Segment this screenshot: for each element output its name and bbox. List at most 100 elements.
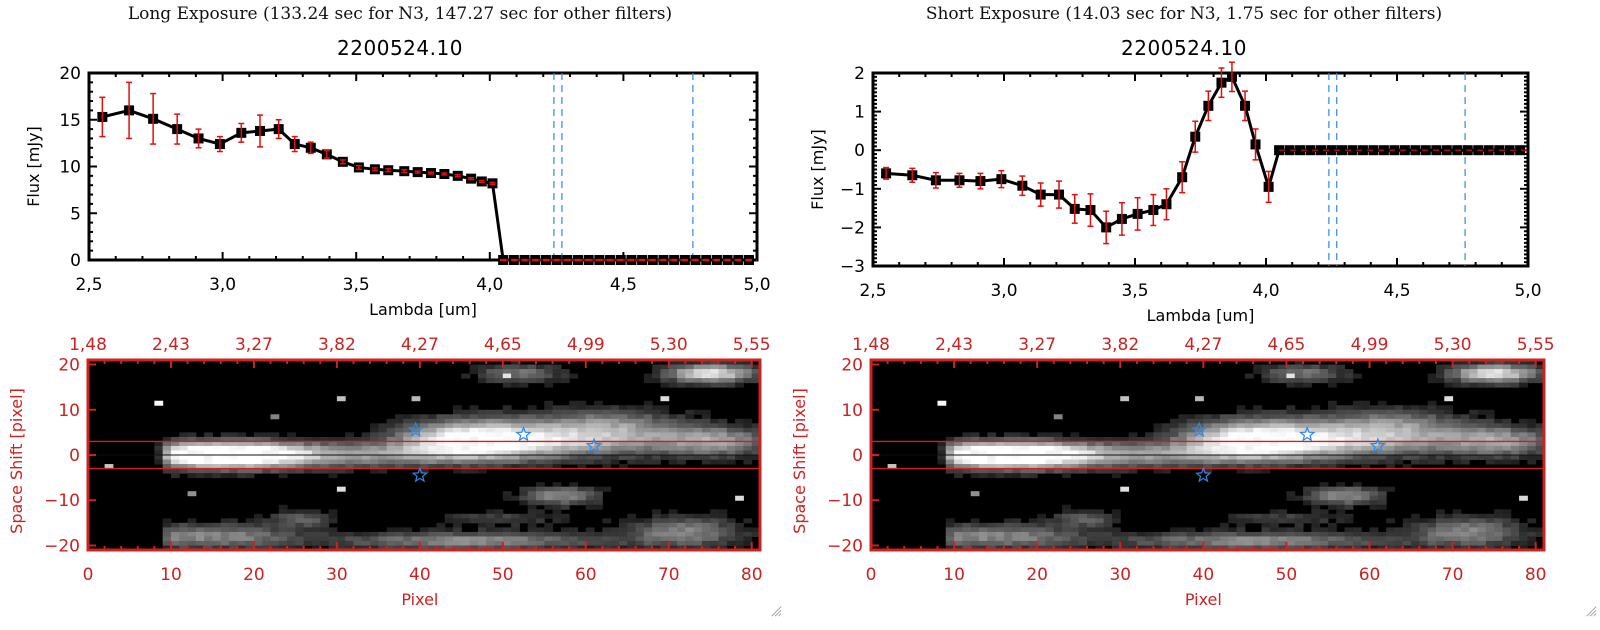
image-pixel <box>1012 441 1022 447</box>
image-pixel <box>618 423 628 429</box>
image-pixel <box>751 378 761 384</box>
image-pixel <box>710 522 720 528</box>
image-pixel <box>751 369 761 375</box>
image-pixel <box>253 536 263 542</box>
image-pixel <box>245 473 255 479</box>
image-pixel <box>1294 436 1304 442</box>
image-pixel <box>652 459 661 465</box>
image-pixel <box>1452 364 1462 370</box>
image-pixel <box>552 545 562 551</box>
image-pixel <box>560 405 570 411</box>
image-pixel <box>494 509 504 515</box>
image-pixel <box>1045 441 1055 447</box>
image-pixel <box>1369 531 1379 537</box>
image-pixel <box>735 495 744 501</box>
image-pixel <box>544 527 554 533</box>
image-pixel <box>743 536 753 542</box>
x-tick-label: 0 <box>866 565 877 585</box>
image-pixel <box>1303 369 1312 375</box>
image-pixel <box>453 522 462 528</box>
image-pixel <box>527 531 537 537</box>
image-pixel <box>560 423 570 429</box>
image-pixel <box>486 522 496 528</box>
image-pixel <box>1336 450 1346 456</box>
image-pixel <box>701 360 711 366</box>
image-pixel <box>353 459 363 465</box>
image-pixel <box>1286 491 1296 497</box>
image-pixel <box>1045 436 1055 442</box>
image-pixel <box>1244 423 1254 429</box>
image-pixel <box>245 436 255 442</box>
image-pixel <box>469 536 479 542</box>
image-pixel <box>1020 464 1030 470</box>
image-pixel <box>1485 378 1495 384</box>
image-pixel <box>1444 405 1454 411</box>
image-pixel <box>1327 500 1337 506</box>
image-pixel <box>1419 540 1429 546</box>
image-pixel <box>511 450 520 456</box>
image-pixel <box>610 414 620 420</box>
image-pixel <box>987 473 997 479</box>
image-pixel <box>1319 545 1329 551</box>
image-pixel <box>1269 378 1279 384</box>
resize-grip-icon[interactable] <box>770 605 782 617</box>
image-pixel <box>677 536 686 542</box>
image-pixel <box>1136 531 1146 537</box>
image-pixel <box>1178 436 1188 442</box>
image-pixel <box>1261 531 1271 537</box>
image-pixel <box>394 414 404 420</box>
image-pixel <box>1460 436 1470 442</box>
image-pixel <box>970 459 980 465</box>
image-pixel <box>962 450 972 456</box>
image-pixel <box>668 378 678 384</box>
image-pixel <box>1170 423 1179 429</box>
image-pixel <box>987 536 997 542</box>
image-pixel <box>995 441 1005 447</box>
image-pixel <box>179 459 189 465</box>
image-pixel <box>1327 522 1337 528</box>
image-pixel <box>519 491 529 497</box>
image-pixel <box>519 545 529 551</box>
image-pixel <box>262 459 272 465</box>
image-pixel <box>229 536 238 542</box>
image-pixel <box>552 464 562 470</box>
image-pixel <box>212 527 222 533</box>
image-pixel <box>577 436 587 442</box>
image-pixel <box>403 445 413 451</box>
resize-grip-icon[interactable] <box>1585 605 1597 617</box>
image-pixel <box>378 545 388 551</box>
image-pixel <box>677 414 686 420</box>
data-point <box>1316 145 1327 156</box>
image-pixel <box>1269 540 1279 546</box>
image-pixel <box>419 414 429 420</box>
image-pixel <box>1386 427 1395 433</box>
image-pixel <box>1186 455 1196 461</box>
image-pixel <box>652 418 661 424</box>
top-wavelength-label: 2,43 <box>152 335 190 355</box>
image-pixel <box>536 486 545 492</box>
image-pixel <box>1078 513 1088 519</box>
image-pixel <box>245 531 255 537</box>
image-pixel <box>1195 545 1204 551</box>
image-pixel <box>394 427 404 433</box>
image-pixel <box>179 445 189 451</box>
image-pixel <box>1195 455 1204 461</box>
image-pixel <box>162 450 172 456</box>
image-pixel <box>179 522 189 528</box>
image-pixel <box>1211 464 1221 470</box>
image-pixel <box>1103 459 1113 465</box>
image-pixel <box>1253 518 1263 524</box>
image-pixel <box>1269 536 1279 542</box>
image-pixel <box>461 455 471 461</box>
image-pixel <box>1120 545 1130 551</box>
image-pixel <box>1244 414 1254 420</box>
image-pixel <box>552 482 562 488</box>
image-pixel <box>1253 468 1263 474</box>
image-pixel <box>1003 540 1013 546</box>
image-pixel <box>312 441 321 447</box>
image-pixel <box>295 436 305 442</box>
image-pixel <box>1494 455 1503 461</box>
image-pixel <box>536 495 545 501</box>
image-pixel <box>270 450 280 456</box>
image-pixel <box>585 427 595 433</box>
